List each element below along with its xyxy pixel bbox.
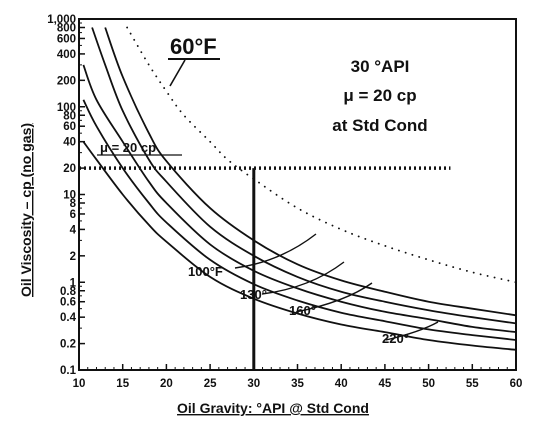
- x-tick-label: 55: [466, 378, 479, 390]
- x-tick-label: 60: [510, 378, 523, 390]
- y-tick-label: 400: [57, 49, 76, 61]
- y-tick-label: 800: [57, 23, 76, 35]
- y-tick-label: 1: [70, 277, 77, 289]
- x-tick-label: 20: [160, 378, 173, 390]
- info-api: 30 °API: [351, 57, 410, 76]
- y-tick-label: 4: [70, 224, 77, 236]
- curve-100f: [104, 27, 517, 317]
- curve-label-220: 220°: [382, 331, 409, 346]
- y-tick-label: 600: [57, 33, 76, 45]
- curve-label-60f: 60°F: [170, 34, 217, 59]
- leader-220: [385, 321, 439, 341]
- y-tick-label: 40: [63, 137, 76, 149]
- info-std-cond: at Std Cond: [332, 116, 427, 135]
- x-tick-label: 50: [422, 378, 435, 390]
- x-tick-label: 25: [204, 378, 217, 390]
- x-tick-label: 40: [335, 378, 348, 390]
- mu-20-label: μ = 20 cp: [100, 140, 156, 155]
- curve-label-60f-underline: [168, 58, 220, 60]
- y-tick-label: 8: [70, 198, 77, 210]
- y-tick-label: 1,000: [47, 14, 76, 26]
- y-tick-label: 20: [63, 163, 76, 175]
- curve-130: [91, 27, 517, 325]
- y-tick-label: 0.1: [60, 365, 77, 377]
- y-tick-label: 2: [70, 251, 76, 263]
- curve-label-130: 130°: [240, 287, 267, 302]
- leader-100: [234, 233, 317, 269]
- y-tick-label: 0.8: [60, 286, 77, 298]
- x-axis-ticks: 10 15 20 25 30 35 40 45 50 55 60: [73, 364, 523, 390]
- y-tick-label: 0.6: [60, 297, 76, 309]
- leader-60: [169, 59, 186, 87]
- curve-160: [82, 64, 517, 333]
- y-tick-label: 0.2: [60, 339, 76, 351]
- curve-label-100f: 100°F: [188, 264, 223, 279]
- y-tick-label: 6: [70, 209, 76, 221]
- x-tick-label: 15: [116, 378, 129, 390]
- y-tick-label: 10: [63, 190, 76, 202]
- y-axis-title: Oil Viscosity – cp (no gas): [18, 123, 34, 297]
- info-viscosity: μ = 20 cp: [343, 86, 416, 105]
- y-tick-label: 100: [57, 102, 76, 114]
- x-tick-label: 30: [247, 378, 260, 390]
- leader-160: [295, 282, 373, 313]
- x-tick-label: 10: [73, 378, 86, 390]
- x-tick-label: 35: [291, 378, 304, 390]
- y-tick-label: 200: [57, 75, 76, 87]
- y-tick-label: 80: [63, 110, 76, 122]
- curve-60f: [126, 26, 517, 284]
- x-axis-title: Oil Gravity: °API @ Std Cond: [177, 400, 369, 416]
- curve-label-160: 160°: [289, 303, 316, 318]
- viscosity-curves: [82, 26, 517, 351]
- y-tick-label: 60: [63, 121, 76, 133]
- leader-130: [261, 261, 345, 295]
- y-tick-label: 0.4: [60, 312, 77, 324]
- x-tick-label: 45: [379, 378, 392, 390]
